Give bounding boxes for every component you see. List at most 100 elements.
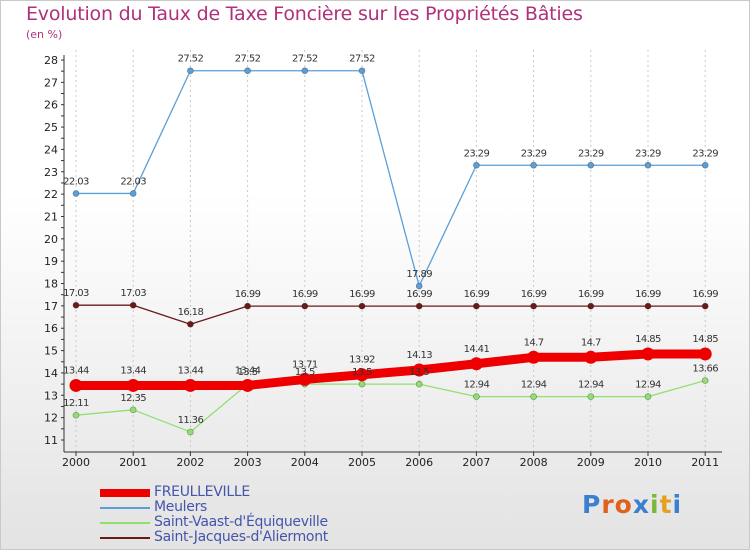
x-tick-label: 2011 xyxy=(691,456,719,469)
series-line xyxy=(75,70,706,287)
data-label: 13.5 xyxy=(238,367,258,378)
data-point xyxy=(301,302,309,310)
data-label: 13.44 xyxy=(120,365,146,376)
data-point xyxy=(530,302,537,310)
data-label: 11.36 xyxy=(178,415,204,426)
x-tick-label: 2003 xyxy=(234,456,262,469)
data-label: 13.92 xyxy=(349,355,375,366)
y-tick-label: 20 xyxy=(44,233,58,246)
data-point xyxy=(473,302,480,310)
data-point xyxy=(641,347,655,361)
y-tick-label: 26 xyxy=(44,99,58,112)
data-label: 22.03 xyxy=(120,176,146,187)
x-tick-label: 2005 xyxy=(348,456,376,469)
data-label: 14.41 xyxy=(464,344,490,355)
data-point xyxy=(244,302,251,310)
data-point xyxy=(473,393,480,400)
y-tick-label: 17 xyxy=(44,300,58,313)
data-point xyxy=(129,406,137,414)
data-point xyxy=(644,302,652,310)
data-point xyxy=(701,377,709,384)
legend-label: Meulers xyxy=(154,499,208,515)
proxiti-logo: Proxiti xyxy=(582,490,683,519)
data-point xyxy=(415,282,423,290)
data-label: 14.7 xyxy=(581,337,601,348)
data-label: 13.44 xyxy=(178,365,204,376)
data-label: 23.29 xyxy=(521,148,547,159)
data-point xyxy=(473,161,480,169)
y-unit-label: (en %) xyxy=(26,28,63,41)
data-point xyxy=(412,363,426,377)
data-label: 14.85 xyxy=(692,334,718,345)
data-label: 16.99 xyxy=(464,289,490,300)
x-tick-label: 2010 xyxy=(634,456,662,469)
data-point xyxy=(530,393,537,400)
data-point xyxy=(587,302,595,310)
data-point xyxy=(527,350,541,364)
data-point xyxy=(72,301,80,309)
data-label: 27.52 xyxy=(235,54,261,65)
x-tick-label: 2001 xyxy=(119,456,147,469)
legend-label: Saint-Vaast-d'Équiqueville xyxy=(154,514,328,530)
data-label: 13.66 xyxy=(692,364,718,375)
data-label: 17.03 xyxy=(120,288,146,299)
data-point xyxy=(587,393,595,400)
data-label: 12.94 xyxy=(464,380,490,391)
series-line xyxy=(75,379,706,433)
data-label: 16.18 xyxy=(178,307,204,318)
x-tick-label: 2006 xyxy=(405,456,433,469)
data-label: 13.71 xyxy=(292,359,318,370)
data-point xyxy=(584,350,598,364)
y-tick-label: 16 xyxy=(44,322,58,335)
data-label: 13.44 xyxy=(235,365,261,376)
data-point xyxy=(358,302,366,310)
data-point xyxy=(72,411,80,419)
data-label: 12.94 xyxy=(635,380,661,391)
y-tick-label: 25 xyxy=(44,121,58,134)
x-tick-label: 2008 xyxy=(520,456,548,469)
x-tick-label: 2007 xyxy=(462,456,490,469)
data-label: 16.99 xyxy=(406,289,432,300)
data-label: 23.29 xyxy=(578,148,604,159)
data-label: 13.5 xyxy=(295,367,315,378)
data-point xyxy=(187,320,194,328)
y-tick-label: 11 xyxy=(44,434,58,447)
data-point xyxy=(469,357,483,371)
y-tick-label: 12 xyxy=(44,412,58,425)
axes: 11 12 13 14 15 16 17 18 19 20 21 22 23 24 25 26 27 28 2000… xyxy=(44,54,722,469)
data-point xyxy=(187,428,194,436)
data-point xyxy=(241,378,255,392)
data-label: 17.89 xyxy=(406,269,432,280)
data-label: 16.99 xyxy=(235,289,261,300)
data-label: 23.29 xyxy=(464,148,490,159)
y-tick-label: 18 xyxy=(44,278,58,291)
y-tick-label: 24 xyxy=(44,143,58,156)
data-label: 27.52 xyxy=(292,54,318,65)
data-point xyxy=(126,378,140,392)
data-point xyxy=(298,372,312,386)
data-labels: 13.44 13.44 13.44 13.44 13.71 13.92 14.13 14.41… xyxy=(63,54,719,426)
data-point xyxy=(530,161,537,169)
data-label: 12.35 xyxy=(120,393,146,404)
x-tick-label: 2002 xyxy=(176,456,204,469)
data-point xyxy=(355,368,369,382)
data-point xyxy=(72,190,80,197)
y-tick-label: 13 xyxy=(44,389,58,402)
data-label: 14.85 xyxy=(635,334,661,345)
data-label: 14.13 xyxy=(406,350,432,361)
data-label: 16.99 xyxy=(578,289,604,300)
data-label: 13.44 xyxy=(63,365,89,376)
data-point xyxy=(183,378,197,392)
data-label: 23.29 xyxy=(635,148,661,159)
grid xyxy=(75,50,706,452)
data-point xyxy=(644,393,652,400)
legend-swatch xyxy=(100,507,150,509)
legend-swatch xyxy=(100,522,150,524)
data-point xyxy=(129,301,137,309)
data-point xyxy=(587,161,595,169)
data-point xyxy=(129,190,137,197)
y-tick-label: 15 xyxy=(44,345,58,358)
series-lines xyxy=(69,67,712,436)
